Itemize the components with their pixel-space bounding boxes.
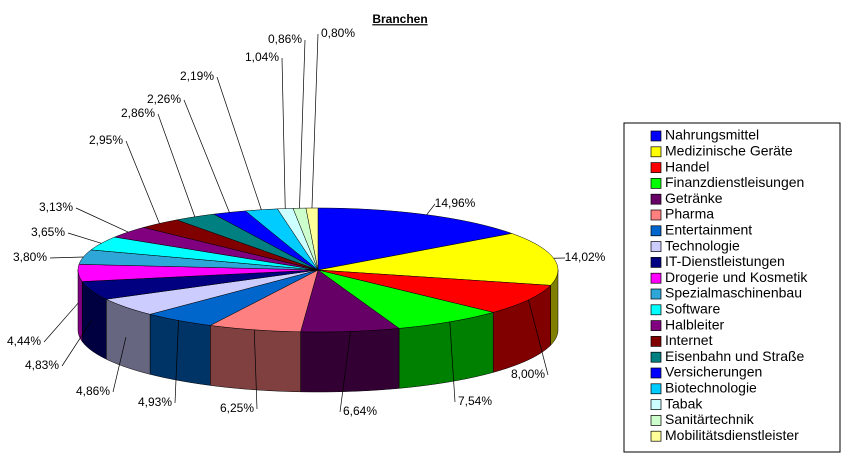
data-label: 6,25% (220, 401, 254, 415)
legend-swatch (650, 288, 662, 300)
leader-line (281, 57, 286, 209)
legend-label: Eisenbahn und Straße (665, 348, 805, 364)
legend-swatch (650, 257, 662, 268)
legend-label: Spezialmaschinenbau (665, 285, 802, 301)
legend-box (623, 122, 841, 453)
data-label: 3,13% (39, 200, 73, 214)
leader-line (299, 39, 306, 209)
legend-swatch (650, 178, 662, 189)
legend-label: IT-Dienstleistungen (665, 253, 785, 269)
legend-label: Technologie (665, 237, 740, 253)
slice (209, 269, 319, 333)
data-label: 0,86% (268, 32, 302, 46)
slice (244, 208, 319, 271)
legend-swatch (650, 162, 662, 173)
leader-line (125, 140, 160, 224)
data-label: 2,19% (180, 69, 214, 83)
slice (143, 219, 319, 271)
legend-label: Versicherungen (665, 364, 762, 380)
legend-swatch (650, 351, 662, 363)
legend-swatch (650, 304, 662, 316)
legend-label: Halbleiter (665, 316, 724, 332)
legend-label: Software (665, 301, 720, 317)
legend-swatch (650, 209, 662, 221)
legend-label: Sanitärtechnik (665, 411, 755, 427)
slice (317, 233, 559, 286)
legend-swatch (650, 399, 662, 410)
data-label: 7,54% (458, 394, 492, 408)
legend-label: Drogerie und Kosmetik (665, 269, 808, 285)
leader-line (43, 302, 79, 343)
legend-label: Tabak (665, 395, 703, 411)
legend-label: Handel (665, 158, 709, 174)
data-label: 14,02% (565, 250, 606, 264)
slice (150, 269, 319, 326)
leader-line (253, 329, 258, 410)
data-label: 1,04% (245, 50, 279, 64)
slice (212, 210, 319, 271)
leader-line (426, 203, 436, 215)
leader-line (183, 99, 230, 213)
legend-swatch (650, 336, 662, 347)
data-label: 4,83% (25, 358, 59, 372)
slice (105, 269, 319, 315)
legend-label: Finanzdienstleisungen (665, 174, 804, 190)
leader-line (112, 337, 127, 393)
legend-label: Pharma (665, 206, 714, 222)
data-label: 0,80% (321, 26, 355, 40)
legend-swatch (650, 430, 662, 442)
data-label: 2,26% (147, 92, 181, 106)
slice (78, 249, 319, 271)
legend-swatch (650, 367, 662, 379)
leader-line (75, 207, 129, 233)
leader-line (449, 321, 456, 403)
legend-label: Medizinische Geräte (665, 143, 793, 159)
legend-swatch (650, 146, 662, 158)
legend-label: Getränke (665, 190, 723, 206)
slice (317, 269, 494, 329)
legend-swatch (650, 193, 662, 205)
slice-side (149, 313, 211, 386)
leader-line (49, 256, 84, 259)
legend-label: Biotechnologie (665, 380, 757, 396)
legend-label: Entertainment (665, 222, 752, 238)
legend-label: Internet (665, 332, 713, 348)
data-label: 3,80% (13, 250, 47, 264)
data-label: 6,64% (343, 404, 377, 418)
leader-line (174, 320, 179, 404)
legend-swatch (650, 415, 662, 426)
slice (300, 269, 400, 333)
leader-line (216, 76, 262, 210)
legend-swatch (650, 130, 662, 142)
leader-line (311, 33, 319, 209)
data-label: 2,95% (89, 133, 123, 147)
data-label: 14,96% (435, 196, 476, 210)
leader-line (157, 113, 196, 217)
legend-swatch (650, 225, 662, 237)
legend-label: Mobilitätsdienstleister (665, 427, 799, 443)
data-label: 2,86% (121, 106, 155, 120)
slice (175, 213, 319, 271)
legend-swatch (650, 320, 662, 331)
legend-swatch (650, 241, 662, 252)
slice (317, 269, 552, 313)
data-label: 4,86% (76, 384, 110, 398)
leader-line (339, 331, 351, 413)
legend-label: Nahrungsmittel (665, 127, 759, 143)
legend-swatch (650, 272, 662, 284)
data-label: 3,65% (31, 225, 65, 239)
data-label: 8,00% (511, 367, 545, 381)
legend-swatch (650, 383, 662, 395)
chart-title: Branchen (372, 12, 427, 26)
data-label: 4,93% (138, 395, 172, 409)
data-label: 4,44% (7, 334, 41, 348)
slice (81, 269, 319, 300)
leader-line (528, 299, 549, 376)
leader-line (67, 232, 102, 244)
leader-line (61, 320, 92, 367)
slice (305, 207, 319, 271)
